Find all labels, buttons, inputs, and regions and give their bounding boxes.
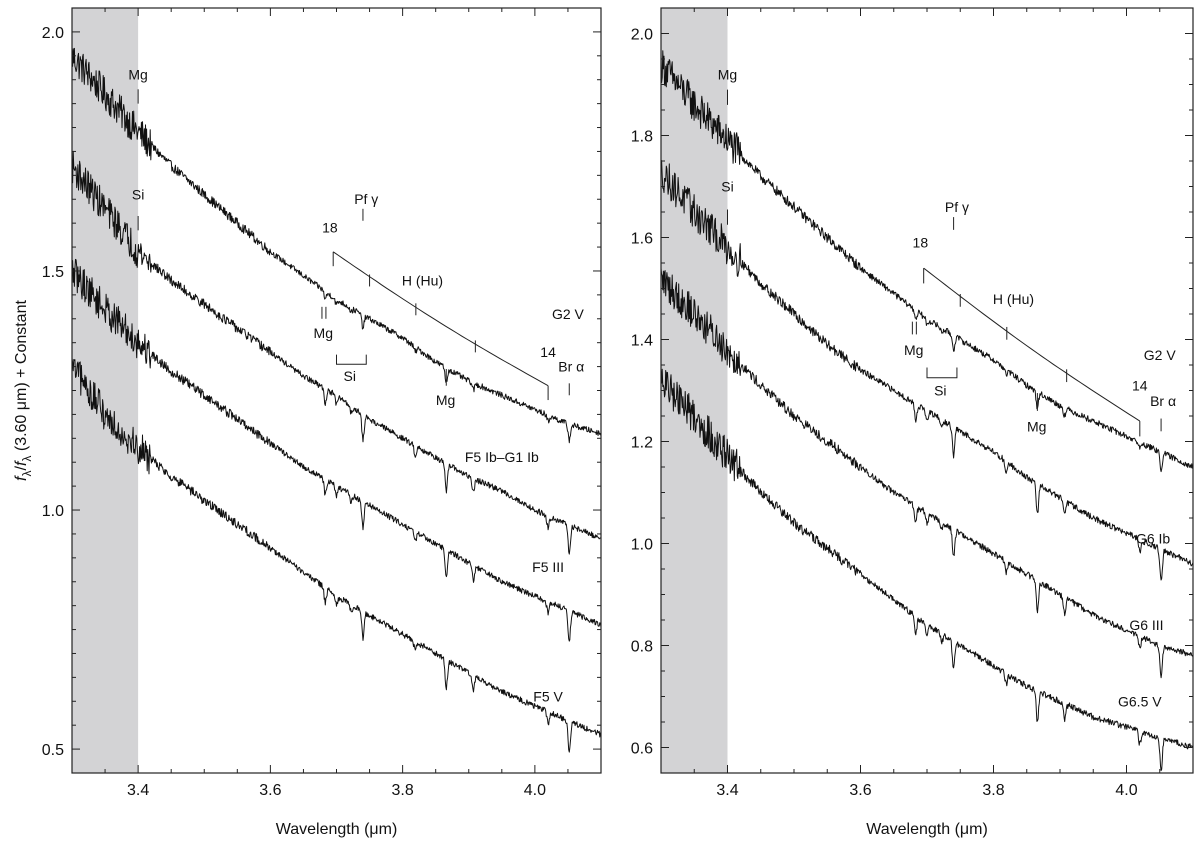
plot-frame — [71, 7, 602, 774]
y-tick-label: 1.2 — [631, 435, 653, 452]
annotation-hu-series: H (Hu) — [402, 272, 443, 288]
annotation-br-alpha: Br α — [1150, 393, 1176, 409]
series-label: F5 Ib–G1 Ib — [465, 449, 539, 465]
spectrum-2 — [71, 150, 602, 555]
annotation-hu-14: 14 — [1132, 378, 1148, 394]
y-tick-label: 0.8 — [631, 639, 653, 656]
annotation-si-mid: Si — [934, 383, 946, 399]
x-tick-label: 4.0 — [524, 782, 546, 799]
spectrum-4 — [71, 358, 602, 753]
annotation-mg-mid: Mg — [314, 325, 333, 341]
y-axis-label-sub1: λ — [20, 470, 34, 476]
shaded-region — [72, 8, 139, 773]
y-tick-label: 1.0 — [631, 537, 653, 554]
x-axis-label: Wavelength (μm) — [276, 821, 398, 838]
hu-series-bracket — [923, 267, 1141, 422]
series-label: F5 III — [532, 559, 564, 575]
y-axis-label-f2: f — [13, 460, 30, 466]
y-axis-label-slash: / — [13, 465, 30, 470]
y-tick-label: 1.0 — [42, 503, 64, 520]
series-label: F5 V — [533, 688, 563, 704]
x-axis-label: Wavelength (μm) — [866, 821, 988, 838]
spectrum-4 — [660, 368, 1194, 772]
y-tick-label: 1.4 — [631, 333, 653, 350]
series-label: G6 III — [1129, 617, 1163, 633]
annotation-mg-top: Mg — [128, 67, 147, 83]
x-tick-label: 4.0 — [1115, 782, 1137, 799]
y-tick-label: 1.6 — [631, 231, 653, 248]
annotation-mg-low: Mg — [436, 392, 455, 408]
hu-series-bracket — [332, 251, 549, 387]
annotation-mg-top: Mg — [718, 66, 737, 82]
y-tick-label: 2.0 — [631, 27, 653, 44]
spectrum-1 — [660, 50, 1194, 473]
annotation-pf-gamma: Pf γ — [945, 199, 969, 215]
y-axis-label-sub2: λ — [20, 456, 34, 462]
series-label: G6.5 V — [1118, 694, 1162, 710]
si-mid-bracket — [336, 354, 367, 365]
annotation-br-alpha: Br α — [558, 358, 584, 374]
series-label: G2 V — [552, 306, 585, 322]
series-label: G6 Ib — [1136, 531, 1170, 547]
y-tick-label: 1.5 — [42, 264, 64, 281]
x-tick-label: 3.8 — [392, 782, 414, 799]
spectrum-2 — [660, 160, 1194, 581]
x-tick-label: 3.8 — [982, 782, 1004, 799]
annotation-hu-18: 18 — [913, 235, 929, 251]
annotation-pf-gamma: Pf γ — [354, 191, 378, 207]
y-axis-label: fλ/fλ (3.60 μm) + Constant — [13, 300, 34, 481]
annotation-hu-series: H (Hu) — [993, 291, 1034, 307]
annotation-si-top: Si — [721, 179, 733, 195]
panel-right: 3.4 3.6 3.8 4.0 0.6 0.8 1.0 1.2 1.4 1.6 1.8 2.0 Wave… — [631, 7, 1194, 838]
spectrum-3 — [71, 258, 602, 642]
annotation-mg-mid: Mg — [904, 342, 923, 358]
x-tick-label: 3.6 — [259, 782, 281, 799]
spectrum-1 — [71, 47, 602, 444]
si-mid-bracket — [926, 367, 958, 379]
x-tick-label: 3.4 — [127, 782, 149, 799]
y-tick-label: 2.0 — [42, 25, 64, 42]
y-axis-label-rest: (3.60 μm) + Constant — [13, 300, 30, 456]
plot-frame — [660, 7, 1194, 774]
annotation-hu-14: 14 — [540, 344, 556, 360]
series-label: G2 V — [1144, 347, 1177, 363]
y-tick-label: 0.6 — [631, 741, 653, 758]
y-tick-label: 0.5 — [42, 742, 64, 759]
spectrum-3 — [660, 268, 1194, 679]
annotation-si-top: Si — [132, 186, 144, 202]
y-axis-label-f1: f — [13, 475, 30, 481]
panel-left: 3.4 3.6 3.8 4.0 0.5 1.0 1.5 2.0 Wavelength (μm) f… — [13, 7, 602, 838]
annotation-mg-low: Mg — [1027, 418, 1046, 434]
x-tick-label: 3.6 — [849, 782, 871, 799]
x-tick-label: 3.4 — [716, 782, 738, 799]
y-tick-label: 1.8 — [631, 129, 653, 146]
annotation-si-mid: Si — [343, 368, 355, 384]
annotation-hu-18: 18 — [322, 220, 338, 236]
